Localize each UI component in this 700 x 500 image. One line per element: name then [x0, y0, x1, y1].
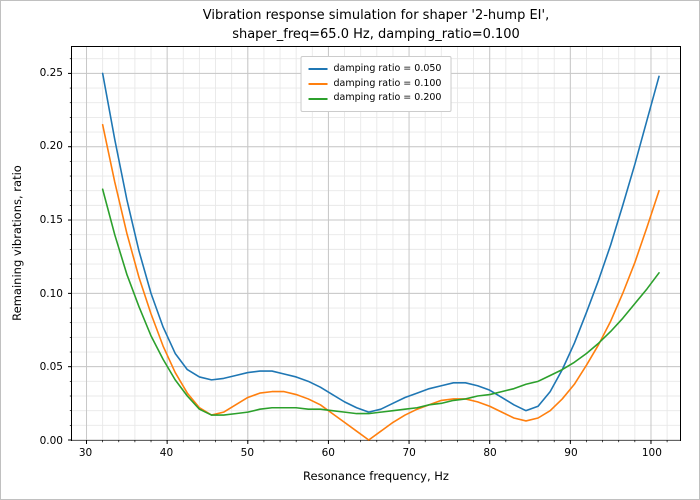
- chart-title-line-1: Vibration response simulation for shaper…: [202, 8, 550, 23]
- y-tick-label: 0.00: [39, 435, 63, 447]
- x-tick-label: 50: [240, 447, 255, 459]
- plot-canvas: [68, 47, 680, 444]
- legend-entry: damping ratio = 0.100: [308, 77, 442, 92]
- series-line: [101, 123, 660, 441]
- x-tick-label: 80: [483, 447, 497, 459]
- legend-line-swatch: [308, 68, 328, 71]
- x-tick-label: 30: [78, 447, 93, 459]
- y-tick-label: 0.05: [39, 361, 63, 374]
- x-tick-label: 100: [641, 447, 662, 459]
- chart-title: Vibration response simulation for shaper…: [71, 7, 681, 45]
- legend-line-swatch: [308, 83, 328, 86]
- y-tick-label: 0.20: [39, 140, 63, 153]
- x-axis-label: Resonance frequency, Hz: [303, 469, 449, 483]
- legend-entry: damping ratio = 0.200: [308, 91, 442, 106]
- legend-line-swatch: [308, 97, 328, 100]
- series-line: [101, 72, 660, 413]
- legend-label: damping ratio = 0.200: [333, 92, 442, 104]
- series-line: [101, 188, 660, 416]
- x-tick-label: 40: [159, 447, 174, 459]
- y-tick-label: 0.25: [39, 66, 63, 79]
- x-tick-label: 60: [321, 447, 335, 459]
- legend-entry: damping ratio = 0.050: [308, 62, 442, 77]
- legend-label: damping ratio = 0.100: [333, 77, 442, 89]
- chart-title-line-2: shaper_freq=65.0 Hz, damping_ratio=0.100: [232, 26, 520, 42]
- y-axis-label: Remaining vibrations, ratio: [10, 165, 24, 321]
- legend-label: damping ratio = 0.050: [333, 63, 442, 74]
- x-tick-label: 70: [402, 447, 416, 459]
- plot-area: damping ratio = 0.050 damping ratio = 0.…: [68, 46, 681, 444]
- legend: damping ratio = 0.050 damping ratio = 0.…: [300, 56, 452, 113]
- x-tick-label: 90: [564, 447, 578, 459]
